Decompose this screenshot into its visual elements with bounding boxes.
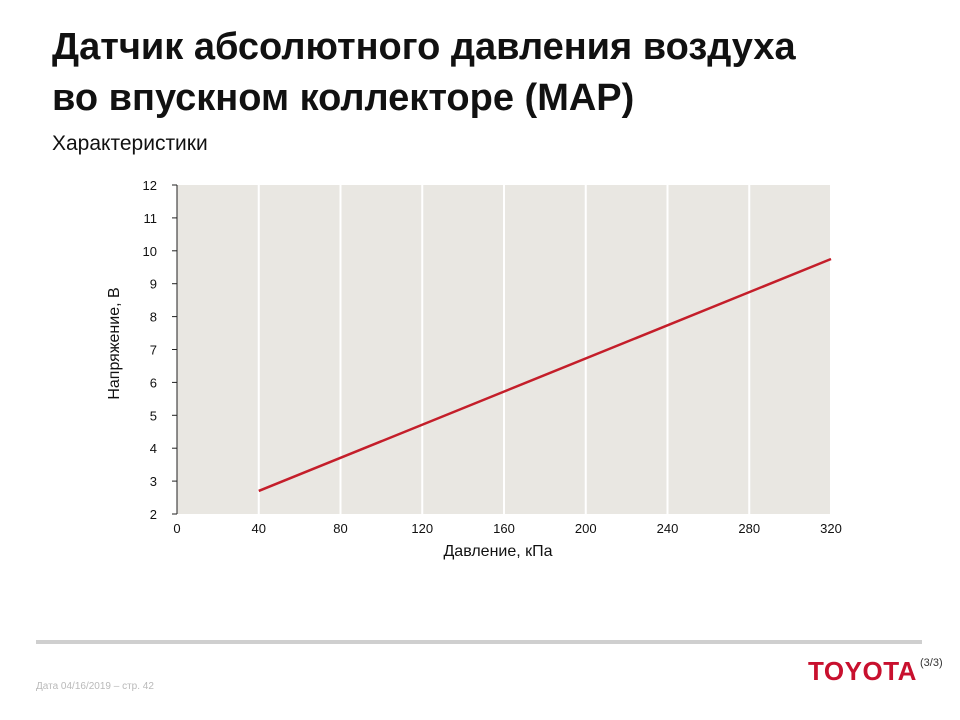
slide-title-line-1: Датчик абсолютного давления воздуха — [52, 26, 796, 68]
x-tick-label-2: 80 — [333, 521, 347, 536]
y-tick-label-3: 5 — [150, 408, 157, 423]
x-tick-label-4: 160 — [493, 521, 515, 536]
page-counter: (3/3) — [920, 657, 943, 669]
slide-title: Датчик абсолютного давления воздуха во в… — [52, 22, 932, 124]
footer-date-page: Дата 04/16/2019 – стр. 42 — [36, 681, 154, 692]
y-tick-label-0: 2 — [150, 507, 157, 522]
axes — [172, 184, 178, 515]
y-tick-label-5: 7 — [150, 343, 157, 358]
y-tick-label-10: 12 — [143, 178, 157, 193]
y-tick-label-6: 8 — [150, 310, 157, 325]
y-tick-label-7: 9 — [150, 277, 157, 292]
series-line-0 — [258, 257, 832, 493]
x-tick-label-7: 280 — [738, 521, 760, 536]
slide-title-line-2: во впускном коллекторе (MAP) — [52, 77, 635, 119]
toyota-logo: TOYOTA — [808, 656, 917, 686]
x-tick-label-3: 120 — [411, 521, 433, 536]
y-tick-label-8: 10 — [143, 244, 157, 259]
x-axis-label: Давление, кПа — [443, 543, 552, 560]
footer-divider — [36, 640, 922, 644]
y-tick-label-1: 3 — [150, 474, 157, 489]
data-series — [258, 257, 832, 493]
x-tick-label-5: 200 — [575, 521, 597, 536]
y-tick-label-9: 11 — [144, 211, 158, 226]
y-tick-label-4: 6 — [150, 375, 157, 390]
x-tick-label-6: 240 — [657, 521, 679, 536]
x-tick-label-1: 40 — [252, 521, 266, 536]
slide-subtitle: Характеристики — [52, 132, 208, 155]
y-tick-label-2: 4 — [150, 441, 157, 456]
y-axis-label: Напряжение, В — [106, 287, 123, 399]
x-tick-label-8: 320 — [820, 521, 842, 536]
x-tick-label-0: 0 — [173, 521, 180, 536]
